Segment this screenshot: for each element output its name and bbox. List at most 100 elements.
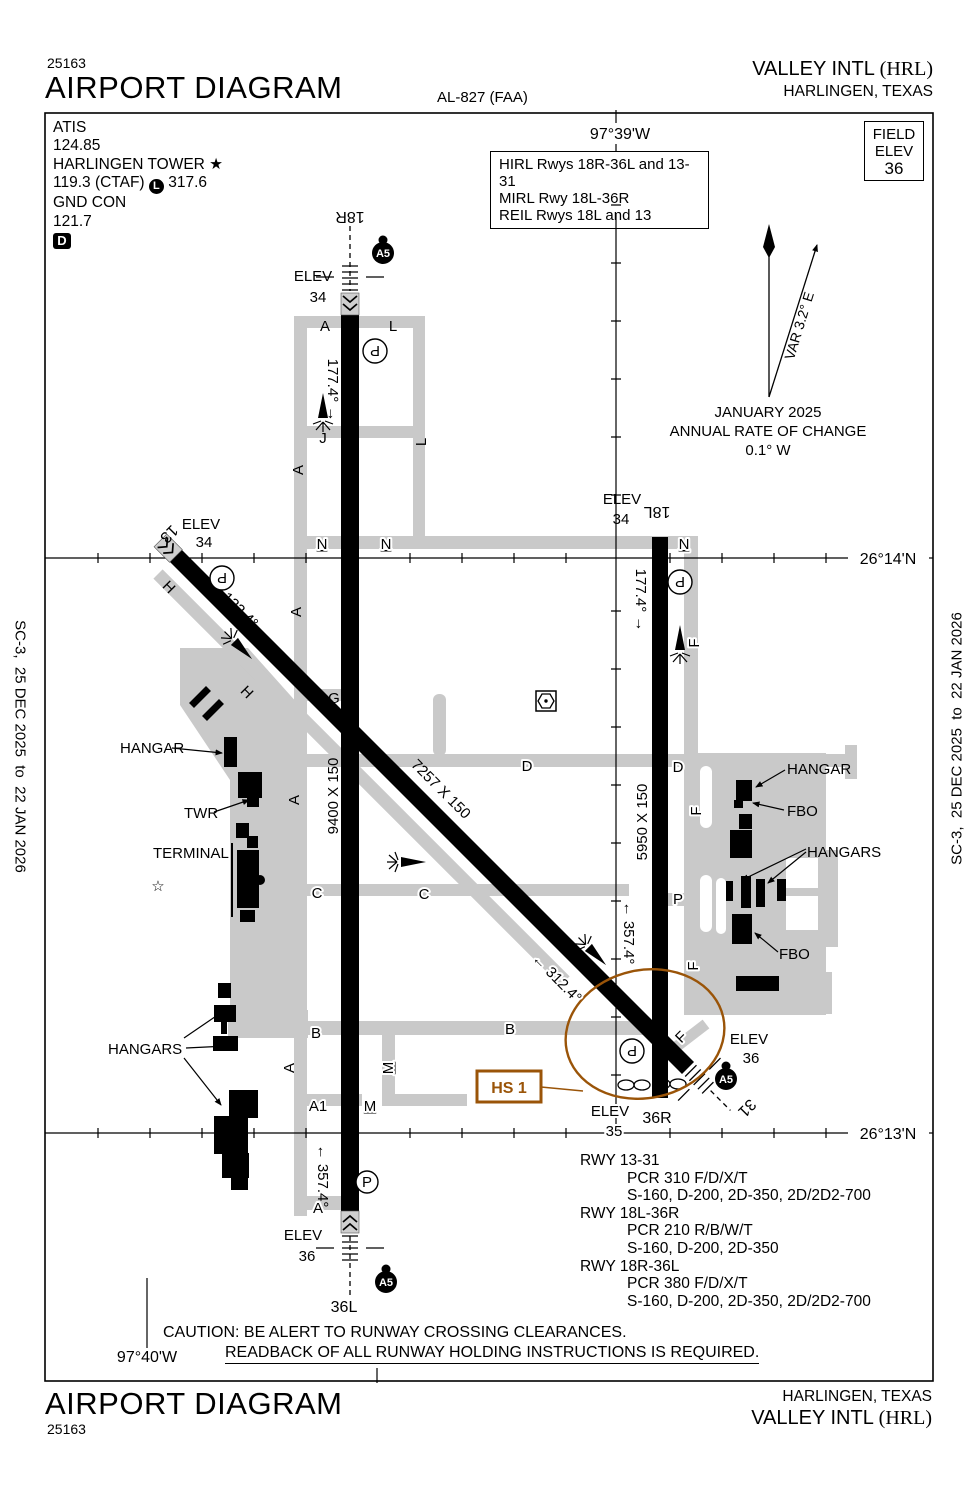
field-elev-line2: ELEV (874, 143, 914, 160)
d-atis-badge-icon: D (53, 233, 71, 250)
lon-label-top: 97°39'W (590, 126, 651, 143)
beacon-icon (535, 690, 557, 712)
taxiway-n (294, 536, 698, 549)
atis-label: ATIS (53, 119, 87, 136)
magvar-arrow (768, 244, 818, 398)
hotspot-hs1: HS 1 (475, 968, 726, 1104)
hangar-building-east (736, 780, 752, 801)
lat-label-lower: 26°13'N (860, 1126, 917, 1143)
taxiway-label-f: F (686, 638, 703, 647)
hold-marker-letter: P (675, 573, 685, 590)
callout-arrows (171, 747, 807, 1106)
tower-frequencies: 119.3 (CTAF) L 317.6 (53, 174, 223, 195)
footer-airport-code: (HRL) (878, 1407, 932, 1429)
note-balloon-a5: A5 (375, 1264, 397, 1293)
hotspot-label: HS 1 (491, 1080, 527, 1097)
taxiway-label-n: N (679, 536, 690, 553)
lat-label-upper: 26°14'N (860, 551, 917, 568)
taxiway-m (382, 1021, 395, 1106)
magvar-rate-value: 0.1° W (745, 442, 791, 459)
airport-name: VALLEY INTL (752, 58, 880, 80)
heading-18r: 177.4° → (324, 359, 341, 422)
taxiway-label-b: B (505, 1021, 515, 1038)
balloon-label: A5 (379, 1277, 393, 1289)
taxiway-label-a: A (288, 607, 305, 617)
hold-marker: P (209, 565, 235, 591)
tower-vhf: 119.3 (CTAF) (53, 174, 145, 192)
taxiway-label-b: B (311, 1025, 321, 1042)
elev-label: ELEV (182, 516, 220, 533)
runway-18r-36l (341, 315, 359, 1211)
taxiway-label-c: C (312, 885, 323, 902)
rwy-18r-36l-pcr: PCR 380 F/D/X/T (627, 1275, 748, 1293)
field-elev-line1: FIELD (872, 126, 916, 143)
magvar-date: JANUARY 2025 (714, 404, 821, 421)
hold-marker-letter: P (370, 342, 380, 359)
magvar-rate-label: ANNUAL RATE OF CHANGE (670, 423, 867, 440)
dimension-18r-36l: 9400 X 150 (325, 758, 342, 835)
elev-value: 34 (310, 289, 327, 306)
hangar-building-west (224, 737, 237, 767)
heading-18l: 177.4° → (632, 569, 649, 632)
fbo-building-south (732, 914, 752, 944)
magvar-label: VAR 3.2° E (781, 290, 817, 362)
balloon-label: A5 (719, 1074, 733, 1086)
approach-light-icon (386, 851, 427, 873)
taxiway-label-a: A (313, 1200, 323, 1217)
rwy-13-31-name: RWY 13-31 (580, 1152, 660, 1169)
airport-title-block: VALLEY INTL (HRL) HARLINGEN, TEXAS (752, 58, 933, 101)
chart-number-top: 25163 (47, 55, 86, 71)
edge-note-left: SC-3, 25 DEC 2025 to 22 JAN 2026 (11, 620, 29, 873)
taxiway-label-f: F (688, 806, 705, 815)
chart-reference: AL-827 (FAA) (437, 89, 528, 106)
elev-label: ELEV (591, 1103, 629, 1120)
runway-label-18r: 18R (335, 208, 364, 225)
terminal-label: TERMINAL (153, 845, 229, 862)
rwy-18r-36l-strength: S-160, D-200, 2D-350, 2D/2D2-700 (627, 1292, 871, 1310)
field-elev-box: FIELD ELEV 36 (864, 121, 924, 181)
lighting-line-1: HIRL Rwys 18R-36L and 13-31 (499, 156, 690, 190)
airport-code: (HRL) (879, 58, 933, 80)
caution-line-1: CAUTION: BE ALERT TO RUNWAY CROSSING CLE… (163, 1324, 627, 1341)
note-balloon-a5: A5 (715, 1061, 737, 1090)
ground-label: GND CON (53, 194, 127, 212)
rwy-18r-36l-name: RWY 18R-36L (580, 1257, 680, 1275)
taxiway-label-p: P (673, 891, 683, 908)
hold-marker-letter: P (627, 1042, 637, 1059)
heading-36l: ← 357.4° (314, 1145, 331, 1208)
elev-value: 35 (606, 1123, 623, 1140)
taxiway-label-m: M (364, 1098, 377, 1115)
elev-label: ELEV (730, 1031, 768, 1048)
hold-marker: P (667, 569, 693, 595)
taxiway-c (294, 884, 629, 896)
north-arrow: VAR 3.2° E (763, 224, 818, 398)
page-title: AIRPORT DIAGRAM (45, 70, 343, 105)
chart-number-bottom: 25163 (47, 1421, 86, 1437)
hotspot-box (475, 1069, 543, 1104)
hold-marker: P (362, 338, 388, 364)
footer-airport-name: VALLEY INTL (751, 1407, 879, 1429)
taxiway-label-m: M (380, 1062, 397, 1075)
footer-airport-block: HARLINGEN, TEXAS VALLEY INTL (HRL) (751, 1388, 932, 1430)
rwy-18l-36r-name: RWY 18L-36R (580, 1204, 680, 1222)
graticule (45, 110, 933, 1383)
elev-value: 34 (196, 534, 213, 551)
rwy-13-31-strength: S-160, D-200, 2D-350, 2D/2D2-700 (627, 1187, 871, 1205)
rwy-18l-36r-pcr: PCR 210 R/B/W/T (627, 1222, 753, 1240)
elev-value: 36 (299, 1248, 316, 1265)
fbo-south-label: FBO (779, 946, 810, 963)
taxiway-h (153, 569, 570, 986)
taxiway-label-a1: A1 (309, 1098, 327, 1115)
taxiway-label-j: J (319, 430, 327, 447)
tower-label: TWR (184, 805, 218, 822)
tower-uhf: 317.6 (168, 174, 208, 192)
runway-label-31: 31 (734, 1095, 759, 1120)
chevrons-36l (340, 1210, 360, 1234)
hangars-east-label: HANGARS (807, 844, 881, 861)
buildings (189, 686, 786, 1190)
tower-building (238, 772, 262, 798)
taxiway-label-n: N (317, 536, 328, 553)
hold-marker-letter: P (217, 569, 227, 586)
lighting-box: HIRL Rwys 18R-36L and 13-31 MIRL Rwy 18L… (490, 151, 709, 229)
